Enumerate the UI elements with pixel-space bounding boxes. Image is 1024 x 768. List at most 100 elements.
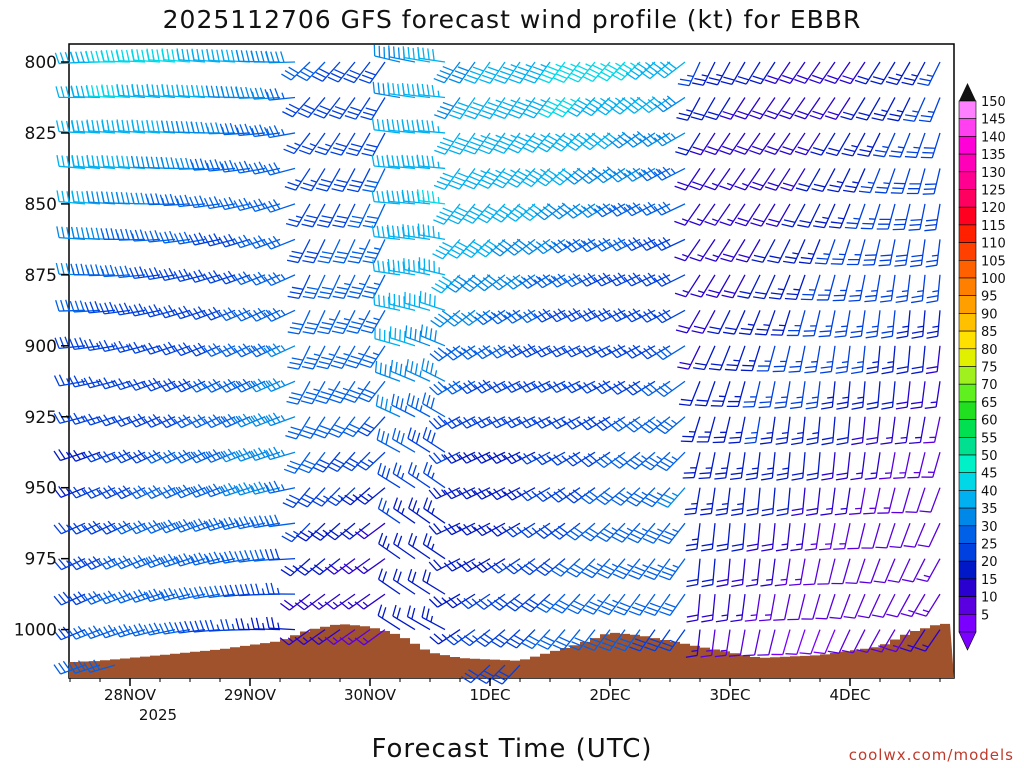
wind-barb [533, 345, 566, 358]
wind-barb [774, 558, 791, 587]
barb-flag [554, 566, 565, 574]
barb-flag [692, 146, 704, 152]
barb-flag [760, 436, 773, 440]
barb-flag [502, 170, 513, 178]
barb-half-flag [656, 455, 663, 461]
wind-barb [624, 380, 656, 396]
barb-flag [839, 79, 851, 85]
barb-flag [198, 552, 206, 563]
barb-flag [158, 270, 166, 281]
barb-flag [487, 205, 498, 213]
barb-flag [543, 562, 554, 570]
barb-flag [569, 567, 581, 575]
wind-barb [188, 586, 221, 600]
barb-flag [705, 293, 718, 299]
wind-barb [362, 203, 386, 229]
barb-flag [263, 126, 270, 138]
barb-flag [594, 141, 605, 150]
wind-barb [653, 237, 686, 251]
barb-flag [910, 218, 922, 222]
barb-flag [109, 264, 115, 277]
barb-staff [755, 416, 761, 443]
barb-flag [89, 301, 95, 313]
barb-flag [165, 157, 170, 169]
barb-flag [434, 114, 446, 120]
barb-flag [506, 641, 517, 649]
wind-barb [614, 629, 641, 652]
wind-barb [881, 345, 896, 375]
barb-flag [100, 191, 105, 203]
barb-staff [370, 345, 386, 368]
barb-flag [358, 528, 369, 537]
barb-flag [454, 106, 467, 112]
barb-flag [345, 427, 357, 434]
barb-staff [700, 274, 716, 298]
barb-flag [158, 523, 167, 534]
barb-flag [263, 449, 271, 460]
barb-flag [401, 154, 405, 167]
barb-flag [107, 555, 116, 566]
wind-barb [780, 168, 806, 192]
barb-flag [661, 534, 673, 541]
barb-flag [662, 64, 673, 73]
barb-flag [752, 145, 764, 151]
barb-half-flag [309, 143, 316, 147]
barb-flag [813, 225, 825, 229]
barb-flag [463, 487, 472, 498]
barb-flag [396, 465, 402, 477]
barb-flag [411, 84, 415, 96]
barb-flag [331, 330, 344, 335]
barb-flag [563, 277, 573, 288]
barb-flag [103, 377, 111, 388]
barb-flag [74, 337, 80, 349]
barb-flag [751, 259, 763, 263]
barb-staff [901, 168, 911, 194]
barb-flag [168, 304, 176, 316]
barb-flag [563, 312, 572, 322]
barb-staff [371, 310, 386, 334]
barb-flag [756, 328, 768, 331]
barb-staff [815, 345, 821, 372]
barb-flag [151, 84, 155, 96]
wind-barb [174, 194, 206, 208]
barb-flag [568, 207, 578, 216]
wind-barb [458, 558, 491, 573]
barb-flag [419, 330, 422, 343]
barb-flag [463, 451, 472, 462]
barb-flag [574, 637, 586, 643]
barb-flag [123, 624, 131, 635]
barb-flag [113, 593, 122, 604]
barb-flag [542, 308, 552, 318]
wind-barb [99, 264, 131, 278]
barb-flag [166, 48, 170, 61]
barb-flag [233, 275, 242, 285]
barb-flag [428, 454, 438, 465]
barb-half-flag [531, 382, 537, 389]
wind-barb [358, 61, 386, 84]
wind-barb [677, 345, 701, 370]
barb-flag [401, 189, 405, 202]
barb-flag [326, 499, 337, 507]
barb-flag [594, 174, 604, 184]
barb-flag [118, 522, 127, 533]
barb-flag [454, 210, 465, 217]
barb-flag [98, 453, 107, 463]
wind-barb [390, 359, 416, 382]
barb-flag [769, 255, 781, 259]
barb-half-flag [887, 361, 894, 364]
barb-flag [603, 565, 615, 572]
wind-barb [113, 302, 146, 316]
barb-flag [628, 421, 639, 430]
barb-flag [79, 337, 85, 349]
barb-flag [113, 416, 122, 427]
barb-flag [315, 399, 327, 405]
barb-flag [81, 155, 85, 168]
barb-flag [83, 377, 91, 389]
barb-flag [218, 311, 227, 321]
wind-barb [393, 532, 416, 560]
barb-flag [384, 364, 387, 376]
barb-flag [349, 184, 361, 188]
wind-barb [833, 523, 851, 550]
barb-half-flag [570, 98, 577, 103]
barb-flag [83, 489, 92, 499]
